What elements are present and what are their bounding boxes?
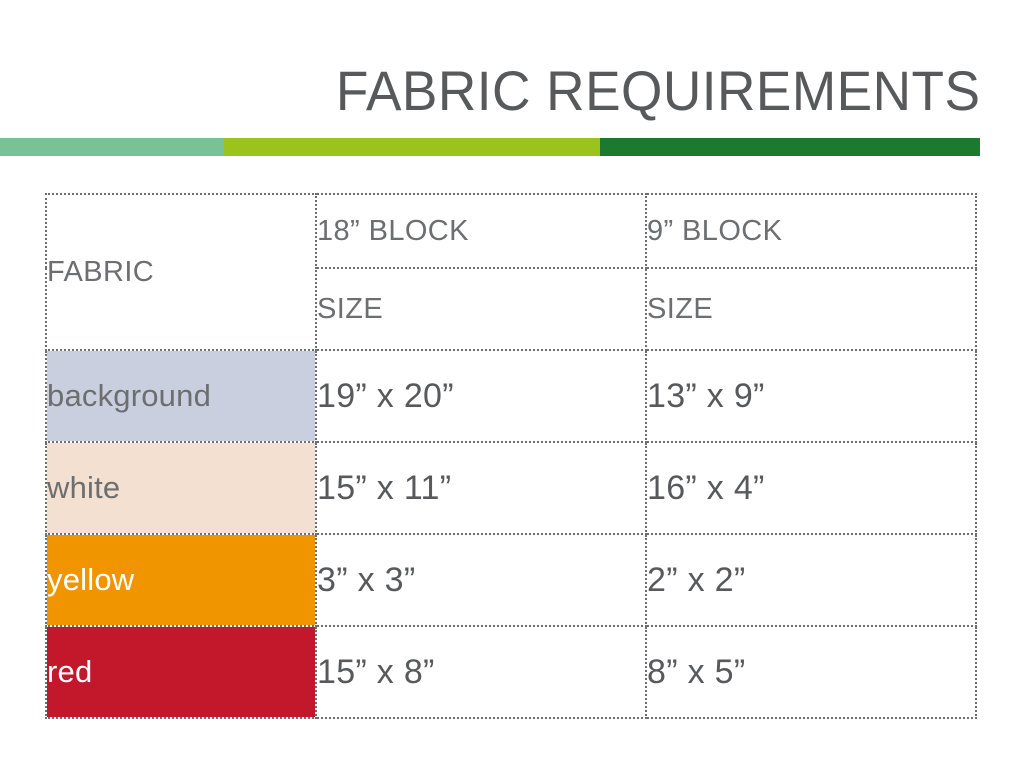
size-18-red: 15” x 8” bbox=[315, 625, 647, 719]
table-row: white 15” x 11” 16” x 4” bbox=[45, 441, 977, 535]
table-header-row-top: FABRIC 18” BLOCK 9” BLOCK bbox=[45, 193, 977, 351]
accent-bar bbox=[0, 138, 980, 156]
fabric-swatch-red: red bbox=[45, 625, 317, 719]
column-header-block9: 9” BLOCK bbox=[645, 193, 977, 269]
size-9-red: 8” x 5” bbox=[645, 625, 977, 719]
size-9-background: 13” x 9” bbox=[645, 349, 977, 443]
fabric-requirements-table: FABRIC 18” BLOCK 9” BLOCK SIZE SIZE back… bbox=[45, 193, 977, 719]
fabric-swatch-white: white bbox=[45, 441, 317, 535]
accent-bar-segment-darkgreen bbox=[600, 138, 980, 156]
table-row: background 19” x 20” 13” x 9” bbox=[45, 349, 977, 443]
size-9-yellow: 2” x 2” bbox=[645, 533, 977, 627]
fabric-swatch-background: background bbox=[45, 349, 317, 443]
column-header-fabric: FABRIC bbox=[45, 193, 317, 351]
size-18-background: 19” x 20” bbox=[315, 349, 647, 443]
accent-bar-segment-sage bbox=[0, 138, 224, 156]
page-title-container: FABRIC REQUIREMENTS bbox=[0, 60, 980, 122]
table-header-row-sub: SIZE SIZE bbox=[46, 267, 977, 351]
fabric-swatch-yellow: yellow bbox=[45, 533, 317, 627]
size-18-white: 15” x 11” bbox=[315, 441, 647, 535]
table-row: red 15” x 8” 8” x 5” bbox=[45, 625, 977, 719]
size-18-yellow: 3” x 3” bbox=[315, 533, 647, 627]
size-9-white: 16” x 4” bbox=[645, 441, 977, 535]
page-title: FABRIC REQUIREMENTS bbox=[335, 59, 980, 122]
column-header-block18: 18” BLOCK bbox=[315, 193, 647, 269]
table-row: yellow 3” x 3” 2” x 2” bbox=[45, 533, 977, 627]
column-subheader-block9-size: SIZE bbox=[645, 267, 977, 351]
column-subheader-block18-size: SIZE bbox=[315, 267, 647, 351]
accent-bar-segment-yellowgreen bbox=[224, 138, 600, 156]
